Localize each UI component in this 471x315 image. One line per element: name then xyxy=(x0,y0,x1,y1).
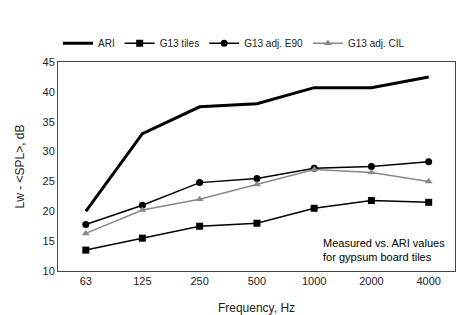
svg-text:25: 25 xyxy=(43,175,55,187)
svg-text:Lw - <SPL>, dB: Lw - <SPL>, dB xyxy=(13,124,27,208)
svg-text:250: 250 xyxy=(190,275,208,287)
svg-text:G13 adj. CIL: G13 adj. CIL xyxy=(348,38,405,49)
svg-text:Measured vs. ARI valuesfor gyp: Measured vs. ARI valuesfor gypsum board … xyxy=(323,237,445,263)
svg-text:ARI: ARI xyxy=(98,38,115,49)
svg-text:125: 125 xyxy=(133,275,151,287)
svg-text:G13 adj. E90: G13 adj. E90 xyxy=(244,38,303,49)
svg-text:Frequency, Hz: Frequency, Hz xyxy=(218,301,295,315)
svg-text:4000: 4000 xyxy=(416,275,440,287)
svg-text:20: 20 xyxy=(43,205,55,217)
svg-text:G13 tiles: G13 tiles xyxy=(160,38,199,49)
svg-text:1000: 1000 xyxy=(302,275,326,287)
svg-text:500: 500 xyxy=(248,275,266,287)
svg-text:2000: 2000 xyxy=(359,275,383,287)
svg-text:40: 40 xyxy=(43,86,55,98)
svg-text:30: 30 xyxy=(43,145,55,157)
svg-text:35: 35 xyxy=(43,116,55,128)
svg-text:10: 10 xyxy=(43,265,55,277)
svg-text:15: 15 xyxy=(43,235,55,247)
svg-text:63: 63 xyxy=(80,275,92,287)
svg-text:45: 45 xyxy=(43,56,55,68)
